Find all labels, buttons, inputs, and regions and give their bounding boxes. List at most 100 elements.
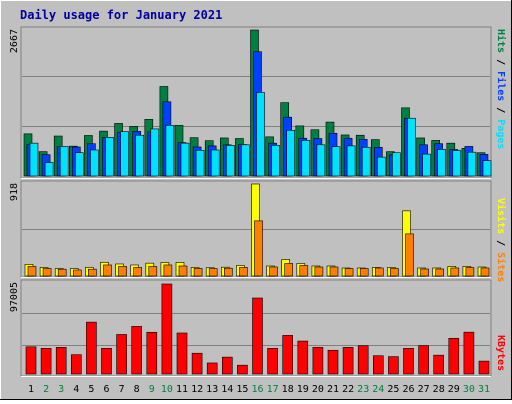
bar-sites-day-22 <box>344 268 354 277</box>
bar-pages-day-15 <box>241 144 250 177</box>
bar-sites-day-11 <box>178 265 188 277</box>
bar-kbytes-day-4 <box>71 354 82 375</box>
day-label-30: 30 <box>463 384 475 395</box>
day-label-7: 7 <box>119 384 125 395</box>
bar-kbytes-day-17 <box>267 348 278 375</box>
bar-sites-day-6 <box>103 264 112 277</box>
bar-kbytes-day-9 <box>146 331 158 375</box>
day-label-22: 22 <box>342 384 354 395</box>
legend-kbytes-group: KBytes <box>495 335 506 371</box>
day-label-6: 6 <box>103 384 109 395</box>
bar-kbytes-day-19 <box>297 340 309 375</box>
day-label-23: 23 <box>357 384 369 395</box>
bar-sites-day-20 <box>314 266 324 277</box>
day-label-27: 27 <box>418 384 430 395</box>
day-label-26: 26 <box>402 384 414 395</box>
bar-sites-day-17 <box>269 266 278 277</box>
bar-sites-day-21 <box>329 266 339 277</box>
bar-pages-day-24 <box>376 156 386 177</box>
bar-sites-day-15 <box>239 267 248 277</box>
bar-pages-day-1 <box>29 142 39 177</box>
ymax-label-visits: 918 <box>9 183 20 201</box>
bar-pages-day-20 <box>316 144 326 177</box>
bar-sites-day-19 <box>299 265 309 277</box>
ymax-label-hits: 2667 <box>9 29 20 53</box>
bar-sites-day-1 <box>27 266 37 277</box>
day-label-19: 19 <box>297 384 309 395</box>
bar-kbytes-day-6 <box>101 348 112 375</box>
bar-pages-day-18 <box>286 129 296 177</box>
day-label-25: 25 <box>387 384 399 395</box>
day-label-2: 2 <box>43 384 49 395</box>
bar-pages-day-7 <box>120 131 129 177</box>
legend-visits: Visits <box>495 198 507 234</box>
bar-kbytes-day-7 <box>116 334 127 375</box>
legend-visits-sites-text: Visits / Sites <box>495 198 507 282</box>
day-label-12: 12 <box>191 384 203 395</box>
bar-pages-day-5 <box>90 149 99 177</box>
bar-kbytes-day-25 <box>388 356 399 375</box>
bar-pages-day-31 <box>482 160 492 177</box>
bar-kbytes-day-10 <box>161 283 173 375</box>
bar-sites-day-30 <box>465 267 475 277</box>
bars-layer <box>23 29 492 375</box>
day-label-3: 3 <box>58 384 64 395</box>
bar-sites-day-5 <box>88 268 97 277</box>
bar-pages-day-26 <box>407 117 416 177</box>
legend-hits: Hits <box>495 29 507 53</box>
bar-sites-day-28 <box>435 268 445 277</box>
day-label-8: 8 <box>134 384 140 395</box>
bar-sites-day-3 <box>57 268 67 277</box>
bar-kbytes-day-21 <box>327 349 339 375</box>
bar-sites-day-31 <box>480 267 490 277</box>
bar-pages-day-23 <box>361 146 371 177</box>
legend-kbytes: KBytes <box>495 335 506 371</box>
day-label-15: 15 <box>236 384 248 395</box>
bar-pages-day-29 <box>452 150 462 177</box>
day-label-13: 13 <box>206 384 218 395</box>
bar-sites-day-24 <box>374 267 384 277</box>
day-labels: 1 2 3 4 5 6 7 8 9 10 11 12 13 14 15 16 17 18 19 20 21 22 23 24 2… <box>28 384 490 395</box>
bar-pages-day-27 <box>422 153 431 177</box>
bar-kbytes-day-30 <box>463 331 475 375</box>
day-label-5: 5 <box>88 384 94 395</box>
bar-pages-day-10 <box>165 125 175 177</box>
legend-files: Files <box>495 71 507 101</box>
bar-pages-day-14 <box>226 145 235 177</box>
bar-pages-day-6 <box>105 137 114 177</box>
ymax-label-kbytes: 97005 <box>9 282 20 312</box>
bar-pages-day-2 <box>44 162 54 177</box>
chart-title: Daily usage for January 2021 <box>20 8 222 22</box>
bar-kbytes-day-1 <box>25 346 37 375</box>
day-label-24: 24 <box>372 384 384 395</box>
bar-sites-day-14 <box>224 267 233 277</box>
day-label-16: 16 <box>251 384 263 395</box>
bar-pages-day-8 <box>135 134 144 177</box>
bar-kbytes-day-24 <box>372 355 384 375</box>
bar-sites-day-4 <box>73 269 82 277</box>
bar-sites-day-12 <box>193 268 203 277</box>
bar-sites-day-10 <box>163 264 173 277</box>
day-label-10: 10 <box>161 384 173 395</box>
day-label-1: 1 <box>28 384 34 395</box>
bar-kbytes-day-13 <box>206 362 218 375</box>
bar-pages-day-30 <box>467 151 477 177</box>
bar-kbytes-day-23 <box>357 345 369 375</box>
bar-pages-day-11 <box>180 142 190 177</box>
bar-kbytes-day-27 <box>418 345 429 375</box>
bar-kbytes-day-3 <box>55 347 67 375</box>
legend-hits-files-pages: Hits / Files / Pages <box>495 29 507 149</box>
legend-pages: Pages <box>495 119 506 149</box>
bar-sites-day-27 <box>420 268 429 277</box>
day-label-18: 18 <box>282 384 294 395</box>
day-label-29: 29 <box>448 384 460 395</box>
bar-sites-day-29 <box>450 267 460 277</box>
bar-sites-day-16 <box>254 220 263 277</box>
bar-kbytes-day-12 <box>191 352 203 375</box>
day-label-17: 17 <box>267 384 279 395</box>
bar-sites-day-13 <box>208 268 218 277</box>
bar-kbytes-day-26 <box>403 348 414 375</box>
day-label-21: 21 <box>327 384 339 395</box>
bar-sites-day-18 <box>284 263 294 277</box>
